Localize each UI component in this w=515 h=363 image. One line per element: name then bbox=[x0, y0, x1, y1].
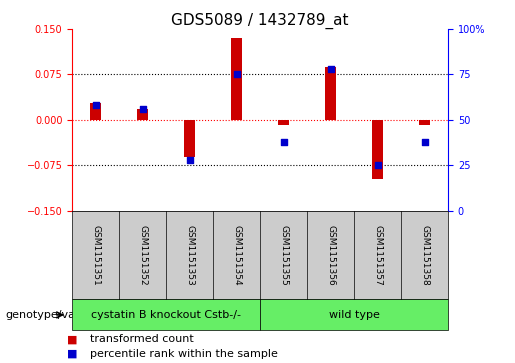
Bar bbox=[419, 120, 431, 125]
Bar bbox=[324, 66, 336, 120]
Bar bbox=[136, 109, 148, 120]
Text: GSM1151357: GSM1151357 bbox=[373, 225, 382, 285]
Point bbox=[185, 157, 194, 163]
Text: ■: ■ bbox=[67, 349, 77, 359]
Text: ■: ■ bbox=[67, 334, 77, 344]
Text: wild type: wild type bbox=[329, 310, 380, 320]
Bar bbox=[278, 120, 289, 125]
Point bbox=[420, 139, 428, 144]
Bar bbox=[90, 103, 101, 120]
Point bbox=[373, 162, 382, 168]
Text: GSM1151354: GSM1151354 bbox=[232, 225, 241, 285]
Text: percentile rank within the sample: percentile rank within the sample bbox=[90, 349, 278, 359]
Text: GSM1151353: GSM1151353 bbox=[185, 225, 194, 285]
Text: GSM1151351: GSM1151351 bbox=[91, 225, 100, 285]
Text: GSM1151355: GSM1151355 bbox=[279, 225, 288, 285]
Point bbox=[280, 139, 288, 144]
Point bbox=[327, 66, 335, 72]
Text: GSM1151352: GSM1151352 bbox=[138, 225, 147, 285]
Point bbox=[139, 106, 147, 112]
Bar bbox=[372, 120, 384, 179]
Text: transformed count: transformed count bbox=[90, 334, 194, 344]
Text: genotype/variation: genotype/variation bbox=[5, 310, 111, 320]
Bar bbox=[231, 38, 243, 120]
Text: cystatin B knockout Cstb-/-: cystatin B knockout Cstb-/- bbox=[91, 310, 241, 320]
Bar bbox=[184, 120, 196, 157]
Text: GSM1151356: GSM1151356 bbox=[326, 225, 335, 285]
Text: GSM1151358: GSM1151358 bbox=[420, 225, 429, 285]
Point bbox=[232, 72, 241, 77]
Point bbox=[92, 102, 100, 108]
Title: GDS5089 / 1432789_at: GDS5089 / 1432789_at bbox=[171, 13, 349, 29]
